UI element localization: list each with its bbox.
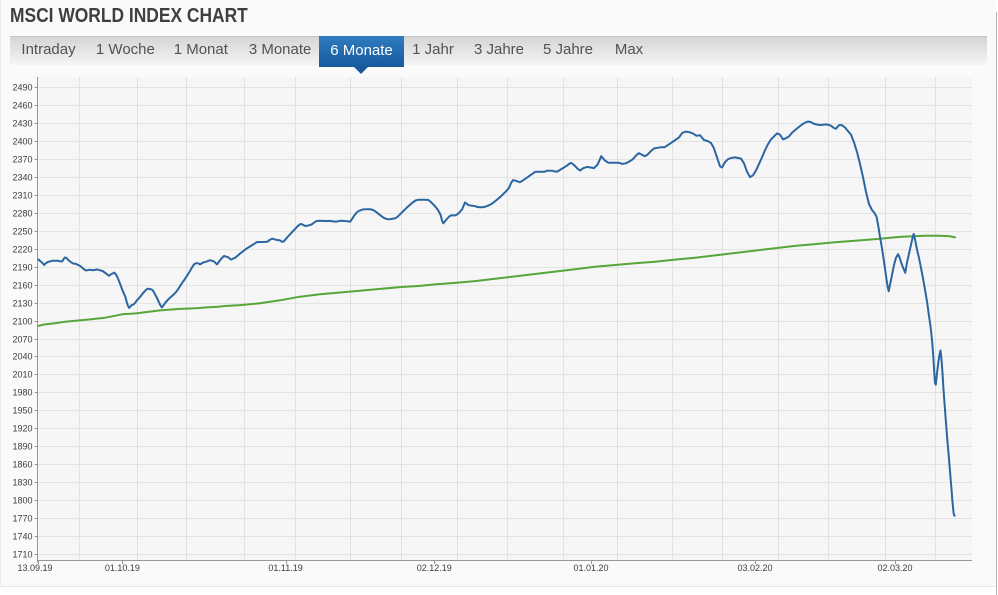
svg-text:2190: 2190 xyxy=(12,263,32,273)
svg-text:1980: 1980 xyxy=(12,388,32,398)
svg-text:2130: 2130 xyxy=(12,299,32,309)
svg-text:01.10.19: 01.10.19 xyxy=(105,563,140,573)
svg-text:2430: 2430 xyxy=(12,119,32,129)
svg-text:2010: 2010 xyxy=(12,370,32,380)
svg-text:1830: 1830 xyxy=(12,478,32,488)
svg-text:2340: 2340 xyxy=(12,173,32,183)
svg-text:1740: 1740 xyxy=(12,532,32,542)
svg-text:02.03.20: 02.03.20 xyxy=(877,563,912,573)
svg-text:2040: 2040 xyxy=(12,352,32,362)
svg-text:1770: 1770 xyxy=(12,514,32,524)
svg-text:1920: 1920 xyxy=(12,424,32,434)
svg-text:2250: 2250 xyxy=(12,227,32,237)
svg-text:03.02.20: 03.02.20 xyxy=(737,563,772,573)
svg-text:2490: 2490 xyxy=(12,83,32,93)
svg-text:2220: 2220 xyxy=(12,245,32,255)
svg-text:2310: 2310 xyxy=(12,191,32,201)
svg-text:2160: 2160 xyxy=(12,281,32,291)
svg-text:1800: 1800 xyxy=(12,496,32,506)
svg-text:01.01.20: 01.01.20 xyxy=(573,563,608,573)
svg-text:2400: 2400 xyxy=(12,137,32,147)
svg-text:1710: 1710 xyxy=(12,550,32,560)
svg-text:2370: 2370 xyxy=(12,155,32,165)
svg-text:2100: 2100 xyxy=(12,317,32,327)
svg-text:2070: 2070 xyxy=(12,335,32,345)
svg-text:1860: 1860 xyxy=(12,460,32,470)
svg-text:02.12.19: 02.12.19 xyxy=(417,563,452,573)
svg-text:2280: 2280 xyxy=(12,209,32,219)
svg-text:1950: 1950 xyxy=(12,406,32,416)
svg-text:01.11.19: 01.11.19 xyxy=(268,563,302,573)
svg-text:13.09.19: 13.09.19 xyxy=(17,563,52,573)
svg-text:1890: 1890 xyxy=(12,442,32,452)
svg-text:2460: 2460 xyxy=(12,101,32,111)
